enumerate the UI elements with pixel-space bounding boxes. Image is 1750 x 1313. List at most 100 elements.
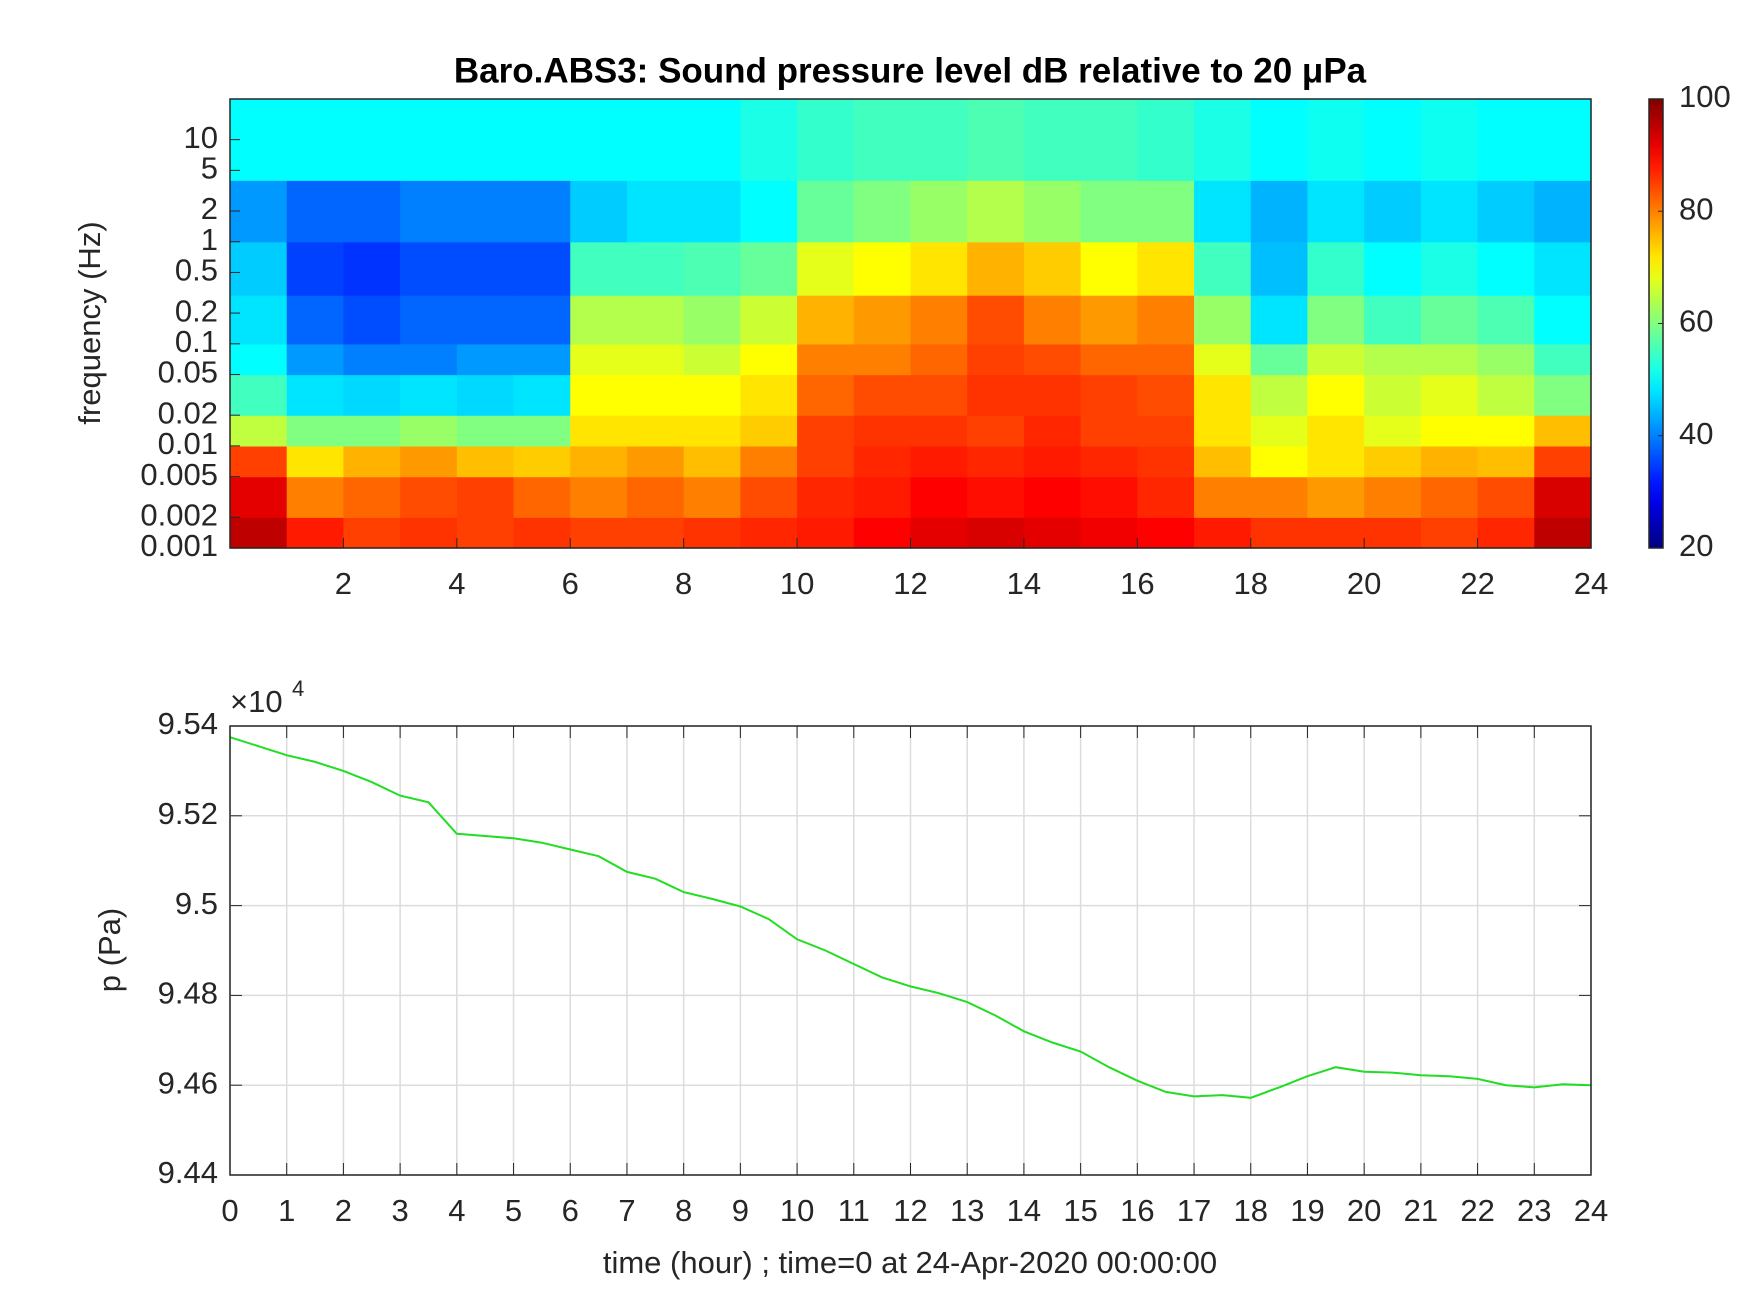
heatmap-cell [1307,99,1365,181]
heatmap-cell [286,445,345,478]
heatmap-cell [967,374,1025,416]
heatmap-cell [343,415,401,447]
heatmap-cell [1080,517,1138,549]
heatmap-cell [683,517,741,549]
heatmap-cell [797,415,855,447]
heatmap-cell [1194,295,1252,345]
heatmap-cell [910,295,968,345]
heatmap-cell [1023,180,1082,243]
x-tick-label: 12 [893,566,927,601]
heatmap-cell [740,180,798,243]
heatmap-cell [1307,476,1365,518]
x-tick-label: 23 [1517,1193,1551,1228]
heatmap-cell [1137,415,1195,447]
heatmap-cell [1137,180,1195,243]
heatmap-cell [740,295,798,345]
x-tick-label: 14 [1007,1193,1041,1228]
heatmap-cell [343,374,401,416]
heatmap-cell [740,415,798,447]
heatmap-cell [1137,99,1195,181]
heatmap-cell [513,415,571,447]
heatmap-cell [683,241,741,296]
heatmap-cell [400,374,458,416]
heatmap-cell [1534,415,1592,447]
heatmap-cell [1250,180,1309,243]
heatmap-cell [1194,445,1252,478]
heatmap-cell [797,374,855,416]
heatmap-cell [456,295,515,345]
y-axis-label: frequency (Hz) [72,221,107,424]
heatmap-cell [286,517,345,549]
heatmap-cell [797,476,855,518]
x-tick-label: 18 [1234,566,1268,601]
heatmap-cell [967,343,1025,376]
heatmap-cell [1364,295,1422,345]
heatmap-cell [286,476,345,518]
heatmap-cell [967,476,1025,518]
heatmap-cell [1534,241,1592,296]
heatmap-cell [1250,343,1309,376]
heatmap-cell [1420,476,1479,518]
heatmap-cell [967,517,1025,549]
x-tick-label: 22 [1460,1193,1494,1228]
heatmap-cell [230,295,288,345]
x-tick-label: 14 [1007,566,1041,601]
heatmap-cell [570,99,628,181]
heatmap-cell [1250,295,1309,345]
heatmap-cell [513,180,571,243]
x-tick-label: 4 [448,1193,465,1228]
heatmap-cell [910,476,968,518]
heatmap-cell [1534,374,1592,416]
heatmap-cell [1364,241,1422,296]
heatmap-cell [230,415,288,447]
y-tick-label: 0.01 [158,426,218,461]
x-tick-label: 6 [562,566,579,601]
heatmap-cell [1023,99,1082,181]
heatmap-cell [797,445,855,478]
x-tick-label: 9 [732,1193,749,1228]
heatmap-cell [400,241,458,296]
heatmap-cell [626,517,685,549]
heatmap-cell [1137,343,1195,376]
heatmap-cell [456,445,515,478]
heatmap-cell [967,445,1025,478]
y-tick-label: 0.1 [175,324,218,359]
heatmap-cell [853,295,912,345]
y-tick-label: 9.52 [158,796,218,831]
heatmap-cell [1420,99,1479,181]
heatmap-cell [1534,180,1592,243]
heatmap-cell [683,445,741,478]
heatmap-cell [1477,241,1535,296]
heatmap-cell [797,517,855,549]
colorbar-tick-label: 80 [1679,191,1713,226]
heatmap-cell [797,343,855,376]
heatmap-cell [1250,415,1309,447]
heatmap-cell [456,343,515,376]
heatmap-cell [1023,374,1082,416]
x-tick-label: 0 [221,1193,238,1228]
x-tick-label: 10 [780,1193,814,1228]
heatmap-cell [570,476,628,518]
heatmap-cell [1194,241,1252,296]
heatmap-cell [1080,241,1138,296]
y-tick-label: 9.44 [158,1155,218,1190]
heatmap-cell [626,343,685,376]
y-tick-label: 10 [184,120,218,155]
heatmap-cell [853,517,912,549]
heatmap-cell [570,517,628,549]
heatmap-cell [1023,241,1082,296]
heatmap-cell [1477,445,1535,478]
heatmap-cell [1080,295,1138,345]
y-tick-label: 5 [201,151,218,186]
heatmap-cell [683,99,741,181]
heatmap-cell [400,517,458,549]
heatmap-cell [740,343,798,376]
x-tick-label: 21 [1404,1193,1438,1228]
heatmap-cell [853,180,912,243]
heatmap-cell [513,445,571,478]
heatmap-cell [1194,476,1252,518]
x-tick-label: 17 [1177,1193,1211,1228]
heatmap-cell [740,99,798,181]
heatmap-cell [286,180,345,243]
heatmap-cell [456,99,515,181]
